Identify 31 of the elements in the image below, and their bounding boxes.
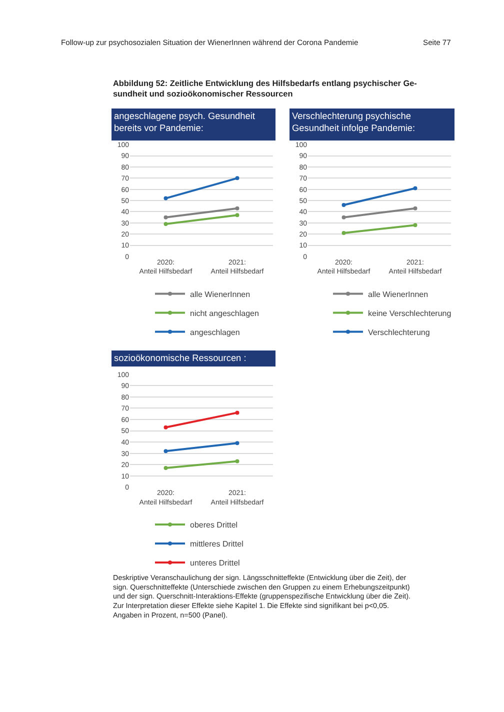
point [342,230,346,235]
legend-label: alle WienerInnen [190,290,250,299]
point [413,206,418,210]
legend-label: nicht angeschlagen [190,308,259,318]
point [235,410,240,415]
legend-label: oberes Drittel [190,520,238,530]
legend-label: unteres Drittel [190,558,240,568]
point [235,206,240,210]
point [164,222,168,226]
point [164,466,168,470]
point [413,186,418,190]
point [235,176,240,180]
point [164,196,168,200]
text: Abbildung 52: Zeitliche Entwicklung des Hilfsbedarfs entlang psychischer Ge- sundheit und sozioökonomischer Ressourcen [113,79,418,99]
legend-label: Verschlechterung [368,328,430,337]
point [342,215,346,220]
legend-label: keine Verschlechterung [368,308,452,318]
point [342,203,346,208]
point [235,441,240,446]
point [235,213,240,218]
point [164,215,168,220]
point [235,459,240,464]
chart-title: angeschlagene psych. Gesundheit bereits vor Pandemie: [114,111,256,133]
chart-title: Verschlechterung psychische Gesundheit infolge Pandemie: [292,111,416,133]
point [413,223,418,228]
legend-label: alle WienerInnen [368,290,428,299]
chart-title: sozioökonomische Ressourcen : [114,353,246,363]
point [164,425,168,430]
legend-label: angeschlagen [190,328,240,337]
legend-label: mittleres Drittel [190,540,244,549]
point [164,449,168,454]
